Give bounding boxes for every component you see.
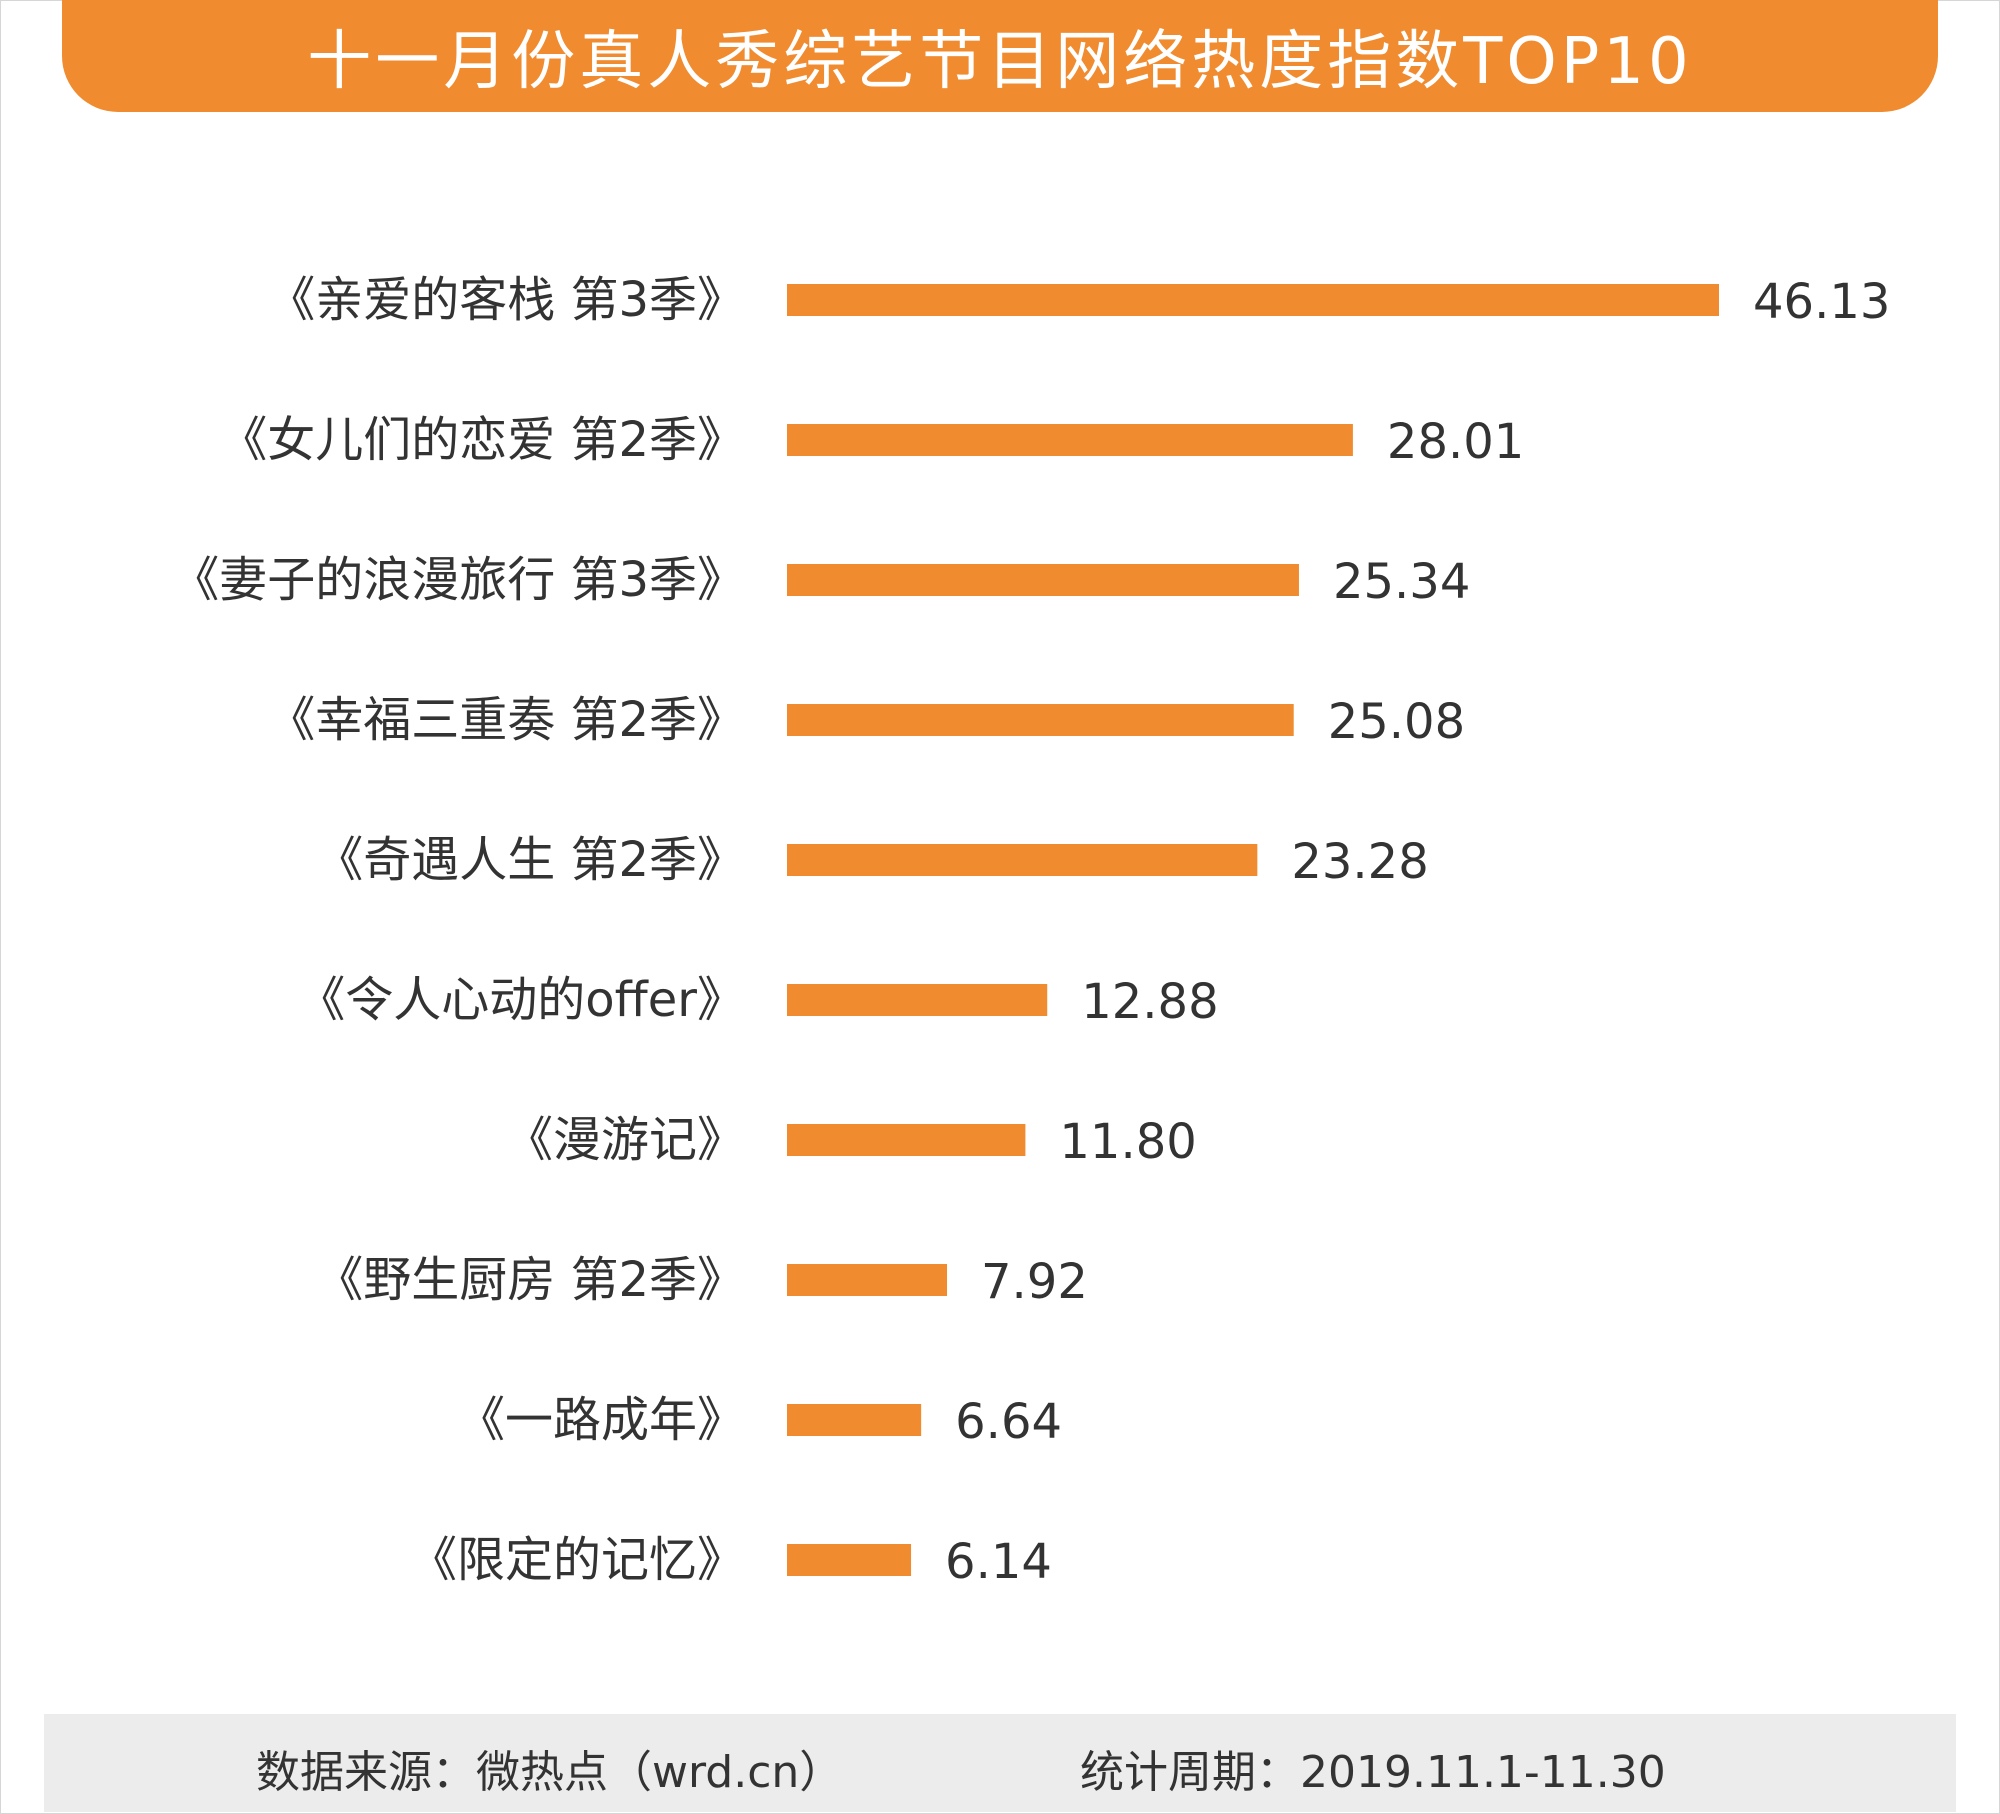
category-label: 《漫游记》 <box>505 1112 745 1168</box>
category-label: 《女儿们的恋爱 第2季》 <box>219 412 745 468</box>
data-source: 数据来源：微热点（wrd.cn） <box>256 1747 844 1798</box>
bar <box>787 1124 1026 1156</box>
category-label: 《一路成年》 <box>457 1392 745 1448</box>
bar <box>787 424 1353 456</box>
value-label: 46.13 <box>1753 274 1890 330</box>
category-label: 《幸福三重奏 第2季》 <box>267 692 745 748</box>
value-label: 7.92 <box>981 1254 1088 1310</box>
value-label: 11.80 <box>1059 1114 1196 1170</box>
value-label: 6.64 <box>955 1394 1062 1450</box>
bar <box>787 1544 912 1576</box>
bar <box>787 844 1258 876</box>
bar <box>787 704 1294 736</box>
value-label: 23.28 <box>1291 834 1428 890</box>
value-label: 25.08 <box>1328 694 1465 750</box>
category-label: 《奇遇人生 第2季》 <box>315 832 745 888</box>
category-label: 《令人心动的offer》 <box>297 972 745 1028</box>
stat-period: 统计周期：2019.11.1-11.30 <box>1080 1747 1666 1798</box>
bar <box>787 984 1048 1016</box>
title-banner: 十一月份真人秀综艺节目网络热度指数TOP10 <box>62 0 1938 112</box>
value-label: 28.01 <box>1387 414 1524 470</box>
category-label: 《限定的记忆》 <box>409 1532 745 1588</box>
value-label: 12.88 <box>1081 974 1218 1030</box>
bar <box>787 1404 922 1436</box>
chart-title: 十一月份真人秀综艺节目网络热度指数TOP10 <box>307 25 1693 99</box>
bar <box>787 284 1719 316</box>
value-label: 6.14 <box>945 1534 1052 1590</box>
category-label: 《亲爱的客栈 第3季》 <box>267 272 745 328</box>
category-label: 《妻子的浪漫旅行 第3季》 <box>171 552 745 608</box>
value-label: 25.34 <box>1333 554 1470 610</box>
bar-chart: 《亲爱的客栈 第3季》 46.13 《女儿们的恋爱 第2季》 28.01 《妻子的浪漫旅… <box>171 272 1890 1590</box>
bar <box>787 564 1299 596</box>
footer: 数据来源：微热点（wrd.cn） 统计周期：2019.11.1-11.30 <box>44 1714 1956 1812</box>
category-label: 《野生厨房 第2季》 <box>315 1252 745 1308</box>
bar <box>787 1264 948 1296</box>
